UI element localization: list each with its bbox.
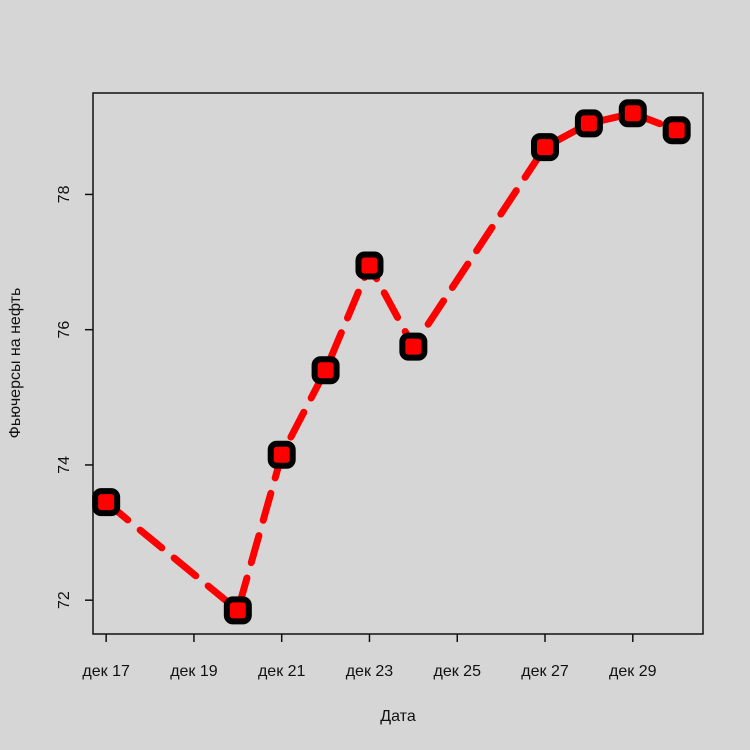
x-axis: дек 17 дек 19 дек 21 дек 23 дек 25 дек 27 дек … <box>82 634 657 680</box>
data-point-marker <box>311 356 340 385</box>
y-tick-label: 76 <box>56 321 73 339</box>
x-tick-label: дек 25 <box>434 663 482 680</box>
plot-frame <box>92 92 704 635</box>
x-tick-label: дек 21 <box>258 663 306 680</box>
data-point-marker <box>267 440 296 469</box>
data-point-marker <box>574 109 603 138</box>
x-tick-label: дек 23 <box>346 663 394 680</box>
y-axis-title: Фьючерсы на нефть <box>7 288 24 439</box>
data-point-marker <box>662 116 691 145</box>
data-point-marker <box>223 596 252 625</box>
data-point-marker <box>399 332 428 361</box>
x-tick-label: дек 17 <box>82 663 130 680</box>
y-axis: 72 74 76 78 <box>56 185 93 609</box>
data-point-marker <box>531 133 560 162</box>
data-point-marker <box>355 251 384 280</box>
x-tick-label: дек 29 <box>609 663 657 680</box>
series-layer <box>92 99 691 625</box>
data-point-marker <box>618 99 647 128</box>
x-tick-label: дек 19 <box>170 663 218 680</box>
x-axis-title: Дата <box>380 708 416 725</box>
data-point-marker <box>92 488 121 517</box>
series-line <box>102 109 681 614</box>
y-tick-label: 78 <box>56 185 73 203</box>
y-tick-label: 74 <box>56 456 73 474</box>
x-tick-label: дек 27 <box>521 663 569 680</box>
y-tick-label: 72 <box>56 591 73 609</box>
